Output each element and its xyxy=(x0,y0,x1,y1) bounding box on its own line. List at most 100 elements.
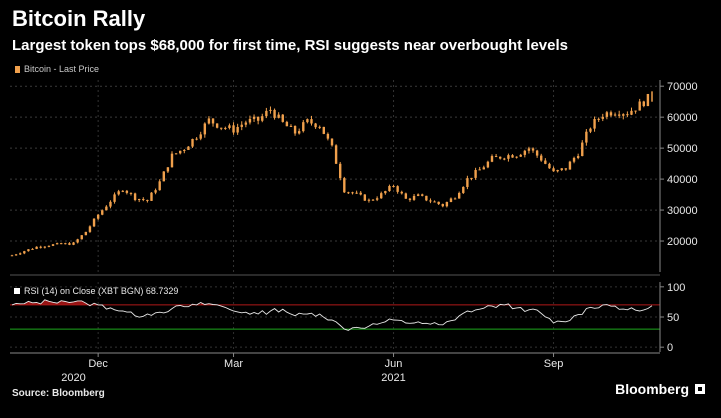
price-candle-body xyxy=(64,243,67,245)
price-candle-body xyxy=(605,112,609,117)
price-candle-body xyxy=(568,161,572,170)
price-candle-body xyxy=(142,198,145,200)
price-candle-body xyxy=(384,191,387,194)
rsi-grid xyxy=(10,282,660,352)
price-candle-body xyxy=(236,126,239,133)
x-axis: Dec Mar Jun Sep 2020 2021 xyxy=(10,352,660,384)
price-candle-body xyxy=(43,246,47,248)
price-candle-body xyxy=(211,118,215,124)
price-candle-body xyxy=(585,131,588,143)
price-candle-body xyxy=(416,194,420,196)
price-candle-body xyxy=(441,204,444,207)
price-candle-body xyxy=(318,126,321,128)
price-candle-body xyxy=(404,193,408,199)
price-candle-body xyxy=(248,118,252,123)
price-candle-body xyxy=(35,246,38,249)
price-candle-body xyxy=(540,155,543,161)
price-candle-body xyxy=(556,170,559,172)
price-candle-body xyxy=(92,218,96,227)
rsi-levels xyxy=(10,304,660,330)
price-candle-body xyxy=(363,194,367,201)
price-candle-body xyxy=(560,168,563,171)
price-candle-body xyxy=(626,114,629,116)
price-candle-body xyxy=(265,110,268,117)
price-candle-body xyxy=(462,186,465,193)
price-grid xyxy=(10,80,660,272)
price-legend-label: Bitcoin - Last Price xyxy=(24,64,100,74)
price-candle-body xyxy=(576,156,580,158)
price-candle-body xyxy=(68,243,71,245)
price-candle-body xyxy=(302,122,305,132)
price-candle-body xyxy=(158,181,161,191)
price-candle-body xyxy=(133,193,137,201)
price-candle-body xyxy=(429,200,432,202)
price-candle-body xyxy=(499,156,502,159)
price-candle-body xyxy=(293,125,297,134)
price-candle-body xyxy=(310,119,313,124)
price-candle-body xyxy=(609,112,613,116)
price-candle-body xyxy=(544,160,547,164)
x-tick-label: Dec xyxy=(88,358,108,370)
price-candle-body xyxy=(187,146,190,151)
price-candle-body xyxy=(31,248,34,250)
rsi-y-tick-label: 50 xyxy=(667,312,679,324)
price-candle-body xyxy=(642,101,645,107)
price-candle-body xyxy=(162,171,165,182)
price-candle-body xyxy=(183,150,186,152)
price-candle-body xyxy=(252,116,256,119)
price-candle-body xyxy=(523,150,527,155)
price-candle-body xyxy=(437,201,440,205)
price-candle-body xyxy=(39,246,42,248)
price-candle-body xyxy=(256,116,260,121)
price-candle-body xyxy=(244,122,248,125)
price-candle-body xyxy=(88,226,92,232)
price-candle-body xyxy=(531,148,535,151)
price-candle-body xyxy=(84,231,88,236)
price-candle-body xyxy=(380,193,383,199)
price-candle-body xyxy=(277,114,280,118)
price-candle-body xyxy=(23,251,26,254)
price-candle-body xyxy=(330,138,334,146)
price-candle-body xyxy=(470,177,473,179)
price-candle-body xyxy=(519,154,522,157)
price-candle-body xyxy=(490,156,494,162)
rsi-panel: 0 50 100 xyxy=(10,282,685,354)
price-candle-body xyxy=(191,138,194,147)
price-candle-body xyxy=(170,153,174,168)
price-candle-body xyxy=(101,210,104,215)
chart-subtitle: Largest token tops $68,000 for first tim… xyxy=(12,37,568,54)
price-candle-body xyxy=(388,186,391,192)
price-candle-body xyxy=(154,190,157,193)
price-candle-body xyxy=(474,170,477,178)
price-candle-body xyxy=(375,198,379,200)
price-candle-body xyxy=(343,178,346,193)
x-year-label: 2020 xyxy=(61,372,85,384)
price-candle-body xyxy=(597,118,600,120)
price-candle-body xyxy=(408,198,412,200)
price-candle-body xyxy=(76,239,79,243)
price-candle-body xyxy=(367,199,371,201)
price-candle-body xyxy=(215,123,219,128)
price-candle-body xyxy=(240,124,243,127)
rsi-y-tick-label: 0 xyxy=(667,342,673,354)
price-candle-body xyxy=(105,206,108,211)
x-year-label: 2021 xyxy=(381,372,405,384)
price-candle-body xyxy=(457,192,461,199)
price-candle-body xyxy=(535,150,539,156)
brand-name: Bloomberg xyxy=(615,381,689,397)
price-candle-body xyxy=(347,192,350,194)
price-candle-body xyxy=(281,114,284,122)
price-y-tick-label: 50000 xyxy=(667,143,698,155)
price-candle-body xyxy=(289,125,293,127)
price-candle-body xyxy=(125,190,129,193)
price-candle-body xyxy=(445,202,449,207)
rsi-legend-swatch xyxy=(14,288,20,294)
price-candle-body xyxy=(617,114,621,116)
price-candle-body xyxy=(60,243,63,245)
price-candle-body xyxy=(51,244,55,246)
price-candle-body xyxy=(14,254,18,256)
price-candles xyxy=(10,91,653,257)
price-candle-body xyxy=(232,125,235,133)
price-candle-body xyxy=(634,110,637,112)
